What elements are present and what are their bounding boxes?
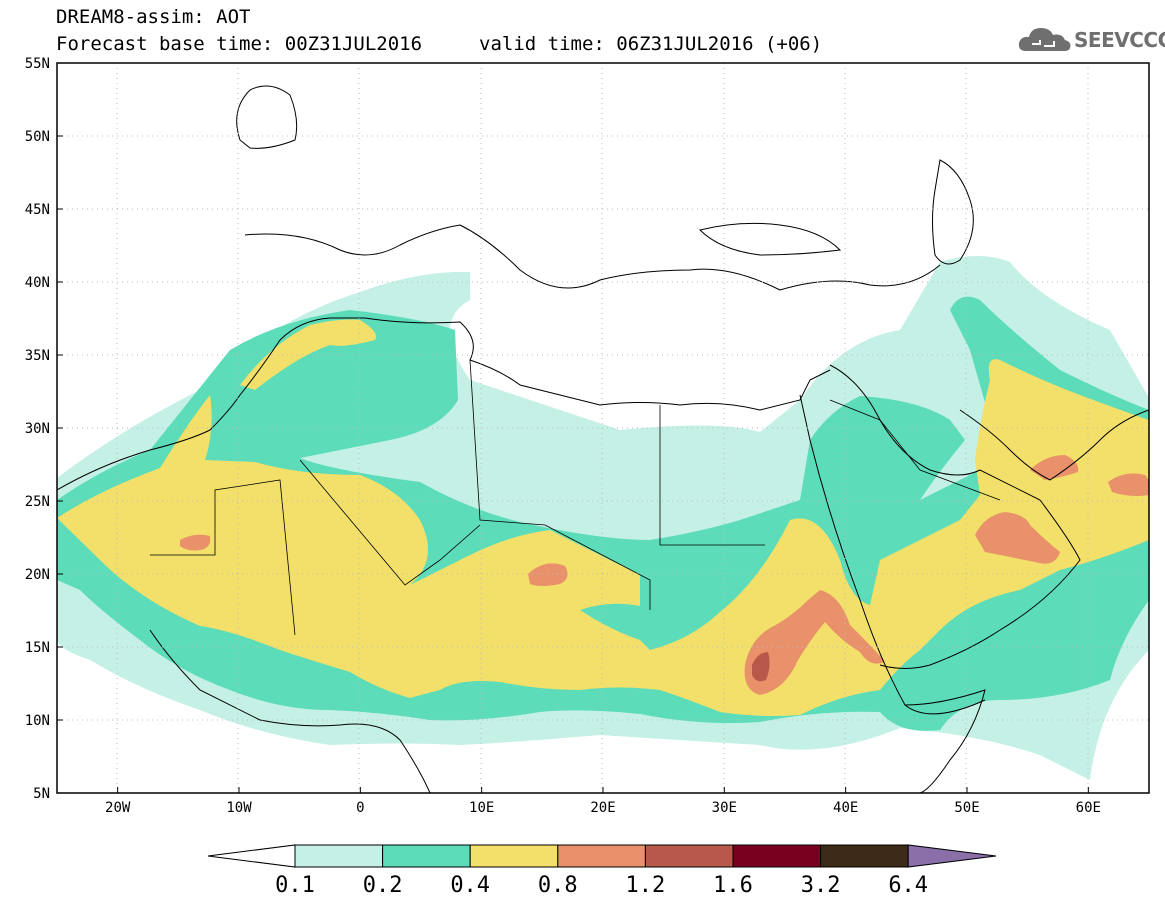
- border-libya-egypt: [659, 405, 765, 546]
- lat-label: 5N: [33, 786, 50, 802]
- lon-label: 20E: [590, 800, 615, 816]
- map-title: DREAM8-assim: AOT: [56, 6, 251, 28]
- colorbar-segment: [732, 844, 822, 868]
- graticule: [57, 63, 1149, 793]
- lon-label: 60E: [1076, 800, 1101, 816]
- border-mauritania: [150, 479, 296, 636]
- aot-fields: [57, 256, 1149, 780]
- colorbar-segment: [557, 844, 646, 868]
- aot-patch-12: [752, 652, 770, 682]
- lat-label: 30N: [25, 421, 50, 437]
- coastline-horn-of-africa: [904, 689, 986, 793]
- border-algeria-libya: [469, 359, 546, 526]
- lon-label: 10E: [469, 800, 494, 816]
- coastline-arabia-east: [829, 364, 1081, 669]
- colorbar: 0.1 0.2 0.4 0.8 1.2 1.6 3.2 6.4: [207, 844, 997, 898]
- colorbar-label: 1.6: [713, 873, 753, 898]
- coastline-red-sea: [799, 394, 986, 715]
- cloud-icon: [1018, 28, 1071, 51]
- lon-label: 40E: [833, 800, 858, 816]
- coastline-caspian: [932, 159, 974, 265]
- lon-label: 0: [356, 800, 364, 816]
- lon-label: 30E: [712, 800, 737, 816]
- colorbar-under-triangle: [207, 844, 296, 868]
- aot-patch-08-f: [1108, 473, 1149, 496]
- coastline-west-africa: [57, 317, 365, 491]
- border-chad-sudan: [544, 524, 651, 610]
- colorbar-label: 6.4: [888, 873, 928, 898]
- aot-patch-08-e: [1030, 455, 1079, 480]
- colorbar-segment: [294, 844, 384, 868]
- lat-label: 20N: [25, 567, 50, 583]
- lat-label: 45N: [25, 202, 50, 218]
- longitude-axis: 20W 10W 0 10E 20E 30E 40E 50E 60E: [105, 787, 1101, 816]
- lat-label: 10N: [25, 713, 50, 729]
- colorbar-label: 3.2: [801, 873, 841, 898]
- seevccc-logo: SEEVCCC: [1018, 24, 1165, 56]
- lon-label: 20W: [105, 800, 131, 816]
- lon-label: 10W: [226, 800, 252, 816]
- aot-patch-08-c: [744, 590, 885, 695]
- coastline-guinea: [149, 629, 431, 793]
- coastline-persian-gulf: [959, 409, 1149, 481]
- colorbar-segment: [382, 844, 471, 868]
- coastline-black-sea: [699, 222, 842, 256]
- coastline-europe: [244, 224, 941, 291]
- colorbar-segment: [820, 844, 909, 868]
- aot-patch-08-a: [180, 534, 211, 551]
- colorbar-label: 0.8: [538, 873, 578, 898]
- valid-time: valid time: 06Z31JUL2016 (+06): [479, 33, 823, 55]
- colorbar-label: 1.2: [626, 873, 666, 898]
- lat-label: 40N: [25, 275, 50, 291]
- country-borders: [150, 359, 1001, 636]
- aot-patch-08-b: [528, 563, 568, 586]
- logo-text: SEEVCCC: [1074, 28, 1165, 52]
- forecast-base-time: Forecast base time: 00Z31JUL2016: [56, 33, 423, 55]
- colorbar-label: 0.2: [363, 873, 403, 898]
- border-sahel: [299, 459, 481, 586]
- colorbar-segment: [469, 844, 559, 868]
- lon-label: 50E: [954, 800, 979, 816]
- latitude-axis: 55N 50N 45N 40N 35N 30N 25N 20N 15N 10N 5N: [25, 56, 63, 802]
- border-arabia: [829, 399, 1001, 501]
- aot-patch-08-d: [975, 512, 1060, 564]
- colorbar-segment: [644, 844, 734, 868]
- lat-label: 50N: [25, 129, 50, 145]
- colorbar-label: 0.1: [275, 873, 315, 898]
- coastlines: [57, 85, 1149, 793]
- lat-label: 55N: [25, 56, 50, 72]
- lat-label: 15N: [25, 640, 50, 656]
- aot-band-04: [57, 359, 1149, 716]
- coastline-uk: [236, 85, 298, 149]
- aot-patch-04-morocco: [240, 319, 376, 390]
- coastline-north-africa: [364, 317, 831, 411]
- colorbar-label: 0.4: [450, 873, 490, 898]
- colorbar-over-triangle: [907, 844, 997, 868]
- lat-label: 25N: [25, 494, 50, 510]
- lat-label: 35N: [25, 348, 50, 364]
